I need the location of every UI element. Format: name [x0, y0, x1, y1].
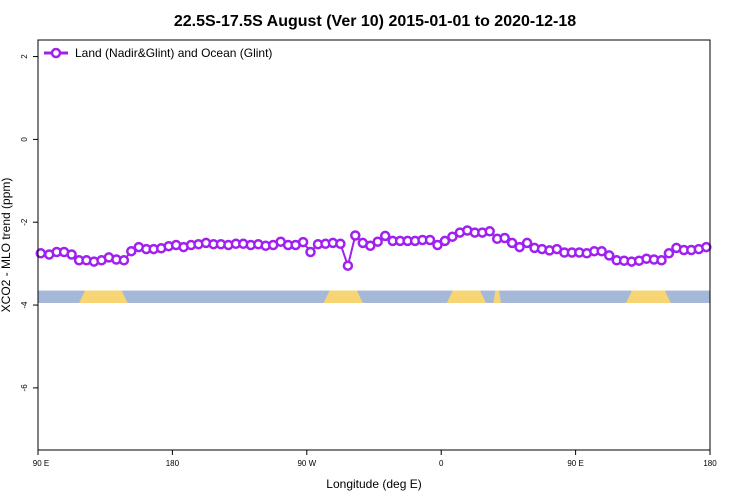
x-tick-label: 90 E: [567, 459, 583, 468]
data-point: [379, 230, 391, 242]
land-segment: [493, 290, 501, 303]
y-axis-ticks: 2 0 -2 -4 -6: [20, 54, 38, 392]
data-point: [365, 240, 376, 252]
series-layer: [35, 225, 712, 271]
data-point: [439, 235, 451, 247]
y-tick-label: -6: [20, 384, 29, 392]
legend-marker: [50, 47, 62, 59]
land-segment: [323, 290, 363, 303]
data-point: [701, 241, 712, 253]
data-point: [335, 238, 346, 250]
y-axis-label: XCO2 - MLO trend (ppm): [0, 178, 13, 313]
data-point: [656, 255, 667, 266]
y-tick-label: 0: [20, 137, 29, 142]
data-point: [372, 236, 383, 247]
data-point: [350, 230, 361, 241]
data-point: [447, 231, 458, 242]
data-point: [66, 249, 77, 260]
plot-frame: [37, 39, 711, 451]
data-point: [521, 237, 533, 249]
y-tick-label: -2: [20, 218, 29, 226]
ocean-band: [38, 290, 710, 303]
x-tick-label: 180: [166, 459, 180, 468]
x-tick-label: 90 W: [297, 459, 316, 468]
data-point: [424, 234, 436, 246]
legend: Land (Nadir&Glint) and Ocean (Glint): [44, 46, 272, 60]
data-point: [596, 245, 607, 257]
data-point: [432, 239, 443, 251]
land-segment: [446, 290, 486, 303]
y-tick-label: -4: [20, 301, 29, 309]
x-axis-label: Longitude (deg E): [326, 477, 421, 491]
surface-band: [38, 290, 710, 303]
data-point: [126, 245, 137, 257]
data-point: [603, 250, 615, 261]
data-point: [305, 246, 316, 258]
data-point: [342, 260, 354, 271]
x-tick-label: 90 E: [33, 459, 49, 468]
data-point: [484, 226, 495, 237]
data-point: [118, 255, 130, 266]
y-tick-label: 2: [20, 54, 29, 59]
data-point: [297, 236, 309, 248]
chart-title: 22.5S-17.5S August (Ver 10) 2015-01-01 t…: [174, 13, 576, 30]
land-segment: [626, 290, 671, 303]
x-axis-ticks: 90 E 180 90 W 0 90 E 180: [33, 450, 717, 468]
x-tick-label: 0: [439, 459, 444, 468]
x-tick-label: 180: [703, 459, 717, 468]
data-point: [514, 241, 525, 253]
data-point: [663, 248, 675, 259]
data-point: [499, 232, 510, 244]
data-point: [506, 237, 518, 249]
land-segment: [79, 290, 128, 303]
legend-label: Land (Nadir&Glint) and Ocean (Glint): [75, 46, 272, 60]
